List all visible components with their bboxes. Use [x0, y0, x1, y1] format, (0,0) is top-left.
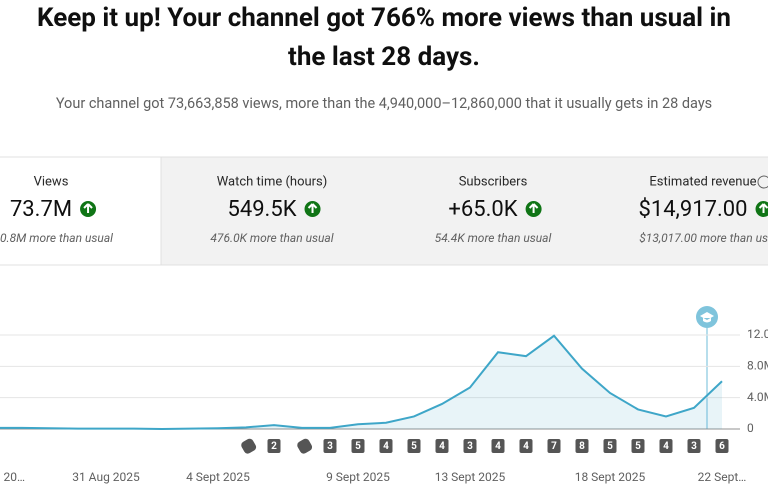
video-count: 5 — [635, 441, 641, 452]
video-box[interactable] — [463, 439, 477, 453]
card-bg[interactable] — [161, 157, 383, 265]
video-box[interactable] — [519, 439, 533, 453]
video-count: 3 — [691, 441, 697, 452]
up-arrow — [83, 203, 93, 213]
title: Keep it up! Your channel got 766% more v… — [37, 3, 731, 33]
video-count: 4 — [523, 441, 529, 452]
video-count: 3 — [327, 441, 333, 452]
x-tick-label: 9 Sept 2025 — [326, 470, 390, 484]
title: the last 28 days. — [288, 42, 480, 72]
video-box[interactable] — [603, 439, 617, 453]
video-count: 5 — [355, 441, 361, 452]
subtitle: Your channel got 73,663,858 views, more … — [56, 95, 712, 112]
card-value: +65.0K — [448, 197, 517, 222]
video-count: 4 — [383, 441, 389, 452]
video-box[interactable] — [435, 439, 449, 453]
card-bg[interactable] — [604, 157, 768, 265]
video-box[interactable] — [631, 439, 645, 453]
card-label: Watch time (hours) — [217, 174, 328, 189]
y-tick-label: 12.0M — [747, 327, 768, 341]
video-count: 8 — [579, 441, 585, 452]
shorts-icon[interactable] — [296, 437, 314, 455]
x-tick-label: 18 Sept 2025 — [575, 470, 646, 484]
card-note: 476.0K more than usual — [210, 231, 333, 245]
video-count: 5 — [411, 441, 417, 452]
video-box[interactable] — [491, 439, 505, 453]
x-tick-label: 13 Sept 2025 — [435, 470, 506, 484]
video-box[interactable] — [407, 439, 421, 453]
up-arrow — [528, 203, 539, 213]
card-label: Estimated revenue — [649, 174, 756, 189]
video-count: 7 — [551, 441, 557, 452]
video-box[interactable] — [715, 439, 729, 453]
video-box[interactable] — [267, 439, 281, 453]
video-count: 4 — [439, 441, 445, 452]
card-note: 54.4K more than usual — [435, 231, 552, 245]
card-label: Subscribers — [459, 174, 528, 189]
video-count: 4 — [495, 441, 501, 452]
y-tick-label: 8.0M — [747, 359, 768, 373]
video-box[interactable] — [379, 439, 393, 453]
card-bg[interactable] — [383, 157, 604, 265]
video-box[interactable] — [659, 439, 673, 453]
video-count: 3 — [467, 441, 473, 452]
card-label: Views — [34, 174, 69, 189]
video-box[interactable] — [687, 439, 701, 453]
card-value: 73.7M — [10, 197, 72, 222]
card-value: $14,917.00 — [638, 197, 747, 222]
video-count: 5 — [607, 441, 613, 452]
shorts-icon[interactable] — [240, 437, 258, 455]
line — [0, 334, 723, 431]
y-tick-label: 4.0M — [747, 390, 768, 404]
card-value: 549.5K — [227, 197, 296, 222]
video-count: 6 — [719, 441, 725, 452]
video-box[interactable] — [547, 439, 561, 453]
up-arrow — [758, 203, 768, 213]
video-count: 2 — [271, 441, 277, 452]
cap-icon — [700, 312, 714, 323]
card-note: 0.8M more than usual — [0, 231, 113, 245]
x-tick-label: 22 Sept… — [698, 470, 747, 484]
x-tick-label: 31 Aug 2025 — [72, 470, 140, 484]
up-arrow — [307, 203, 318, 213]
x-tick-label: 27 Aug 20… — [0, 470, 25, 484]
area — [0, 335, 722, 429]
x-tick-label: 4 Sept 2025 — [186, 470, 250, 484]
card-note: $13,017.00 more than us — [639, 231, 768, 245]
info-icon[interactable] — [757, 175, 768, 189]
video-box[interactable] — [323, 439, 337, 453]
video-box[interactable] — [575, 439, 589, 453]
video-count: 4 — [663, 441, 669, 452]
y-tick-label: 0 — [747, 421, 754, 435]
video-box[interactable] — [351, 439, 365, 453]
